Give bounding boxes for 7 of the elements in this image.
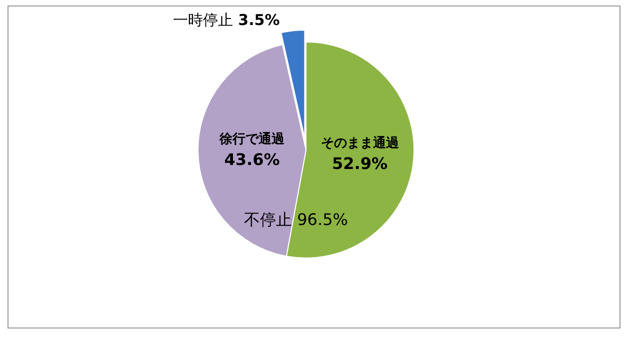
slice-label: 徐行で通過	[218, 131, 286, 148]
data-label: 43.6%	[224, 150, 280, 170]
slice-label: そのまま通過	[320, 134, 400, 151]
slice-label: 一時停止	[173, 10, 234, 29]
data-label: 52.9%	[332, 154, 388, 173]
text: 不停止 96.5%	[244, 210, 348, 229]
data-label: 3.5%	[238, 10, 280, 29]
